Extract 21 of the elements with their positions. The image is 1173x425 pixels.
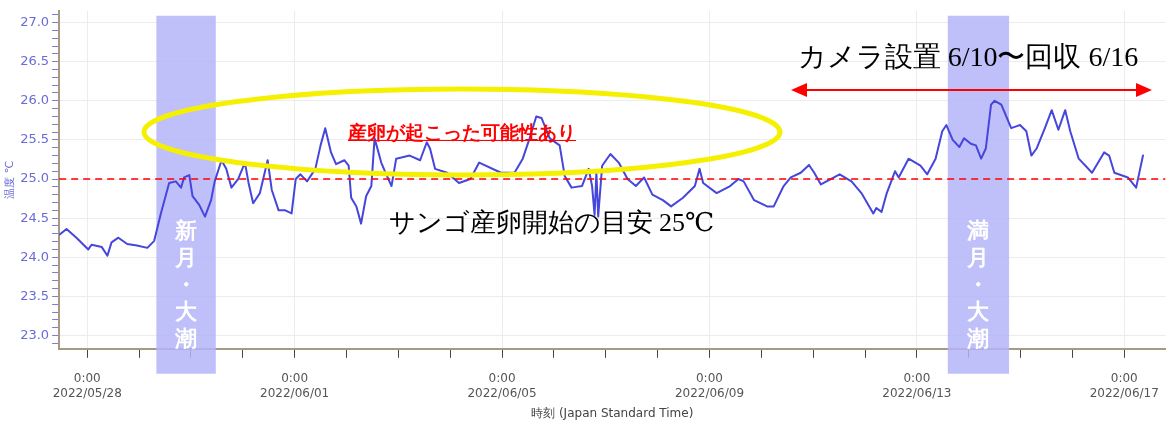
y-tick-label: 25.5 <box>20 131 50 147</box>
band-label: 新月・大潮 <box>174 217 199 351</box>
y-tick-label: 24.0 <box>20 248 50 264</box>
x-tick-label: 0:00 2022/06/13 <box>882 371 952 400</box>
x-tick-label: 0:00 2022/06/05 <box>467 371 537 400</box>
x-tick-label: 0:00 2022/06/17 <box>1089 371 1159 400</box>
y-axis-title: 温度 ℃ <box>3 160 17 199</box>
y-tick-label: 25.0 <box>20 170 50 186</box>
band-label: 満月・大潮 <box>966 217 991 351</box>
x-axis-title: 時刻 (Japan Standard Time) <box>531 405 694 420</box>
y-tick-label: 26.0 <box>20 92 50 108</box>
y-tick-label: 26.5 <box>20 53 50 69</box>
x-tick-label: 0:00 2022/05/28 <box>52 371 122 400</box>
y-tick-label: 27.0 <box>20 13 50 29</box>
annotation: カメラ設置 6/10〜回収 6/16 <box>797 40 1139 74</box>
x-tick-label: 0:00 2022/06/01 <box>260 371 330 400</box>
x-tick-label: 0:00 2022/06/09 <box>674 371 745 400</box>
y-tick-label: 24.5 <box>20 209 50 225</box>
y-tick-label: 23.0 <box>20 326 50 342</box>
ref-line-label: サンゴ産卵開始の目安 25℃ <box>388 207 715 237</box>
y-tick-label: 23.5 <box>20 287 50 303</box>
